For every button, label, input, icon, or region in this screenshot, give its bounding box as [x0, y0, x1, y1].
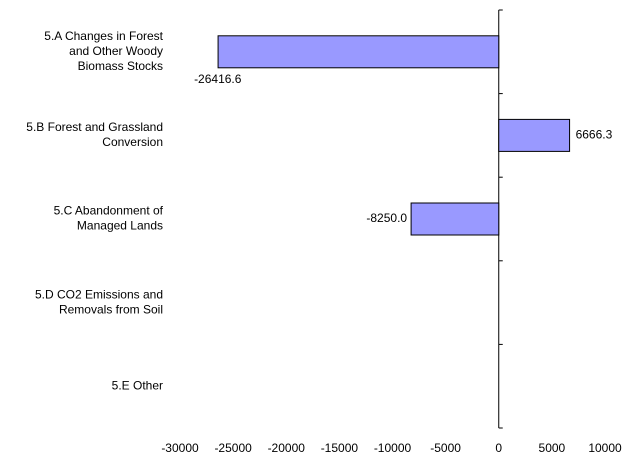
x-tick-label: -10000 [374, 441, 412, 455]
value-label: 6666.3 [576, 128, 613, 142]
y-tick-label: Biomass Stocks [78, 59, 163, 73]
bar [498, 118, 571, 152]
x-tick-label: 5000 [539, 441, 566, 455]
x-tick-label: -15000 [321, 441, 359, 455]
y-tick-label: Conversion [102, 135, 163, 149]
x-tick-label: 0 [495, 441, 502, 455]
x-tick-label: 10000 [588, 441, 622, 455]
bar [217, 35, 500, 69]
x-tick-label: -30000 [161, 441, 199, 455]
y-tick-label: 5.C Abandonment of [54, 204, 164, 218]
x-tick-label: -20000 [268, 441, 306, 455]
y-tick-label: 5.D CO2 Emissions and [35, 287, 163, 301]
y-tick-label: 5.A Changes in Forest [44, 29, 163, 43]
bar [410, 202, 500, 236]
y-tick-label: and Other Woody [69, 44, 163, 58]
value-label: -26416.6 [194, 72, 242, 86]
value-label: -8250.0 [366, 211, 407, 225]
x-tick-label: -25000 [214, 441, 252, 455]
y-tick-label: Managed Lands [77, 219, 163, 233]
x-tick-label: -5000 [430, 441, 461, 455]
y-tick-label: 5.B Forest and Grassland [26, 120, 163, 134]
y-tick-label: Removals from Soil [59, 302, 163, 316]
y-tick-label: 5.E Other [112, 378, 163, 392]
